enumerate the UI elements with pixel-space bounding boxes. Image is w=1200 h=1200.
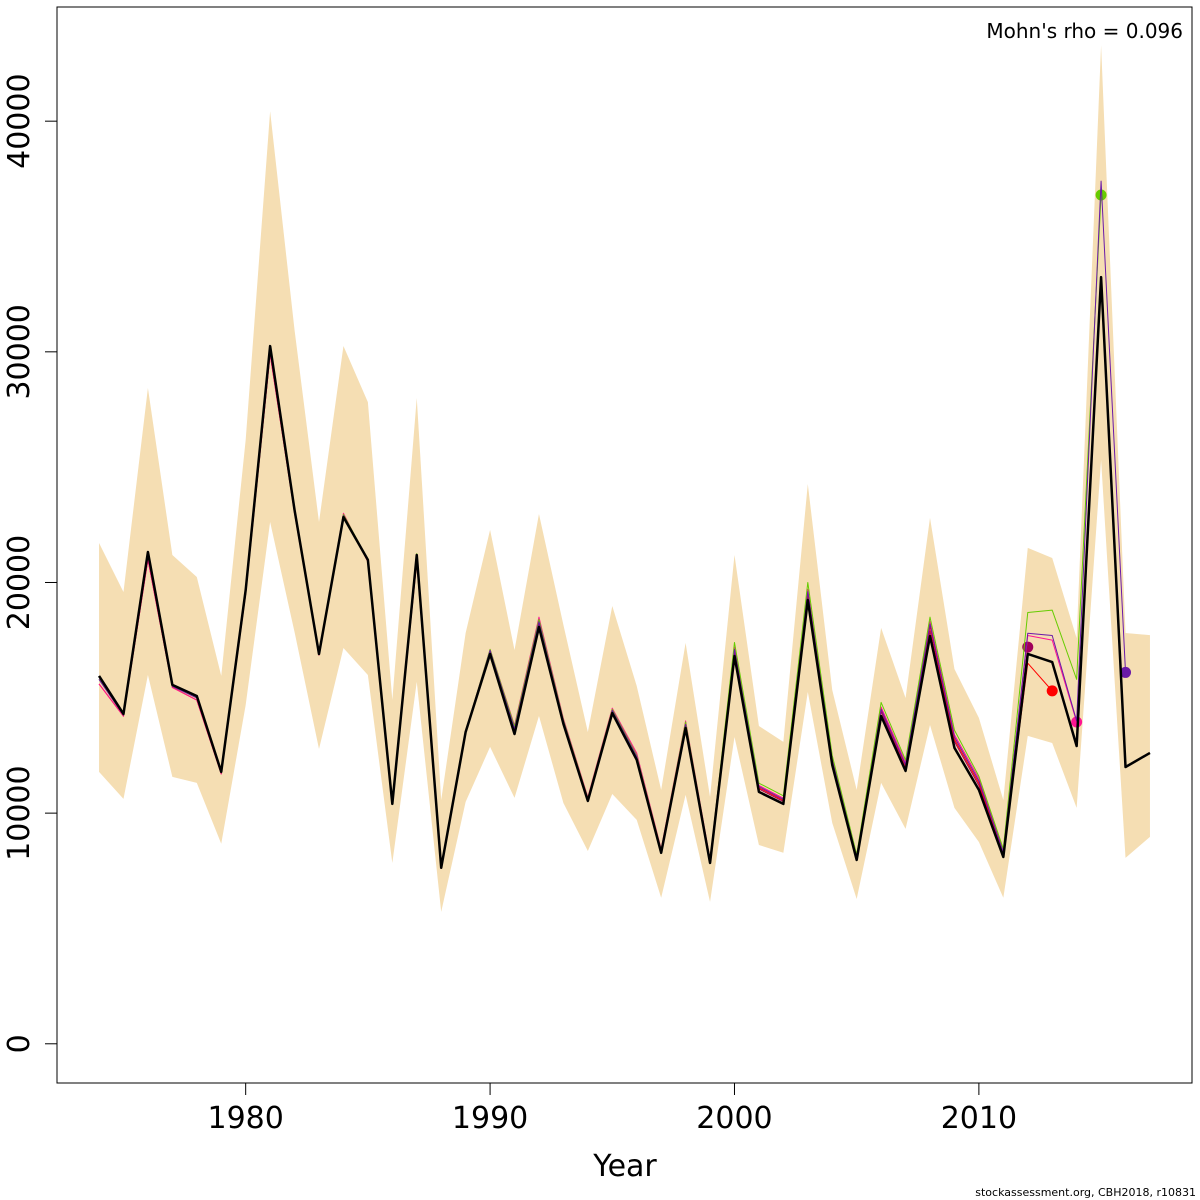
series-line	[97, 275, 1151, 870]
y-tick-label: 40000	[2, 73, 37, 168]
x-tick-label: 1980	[207, 1101, 283, 1136]
end-point	[1095, 189, 1107, 201]
x-tick-label: 2010	[941, 1101, 1017, 1136]
x-axis-label: Year	[592, 1149, 657, 1184]
y-tick-label: 0	[2, 1034, 37, 1053]
plot-frame	[56, 6, 1193, 1084]
end-point	[1046, 685, 1058, 697]
y-tick-label: 10000	[2, 765, 37, 860]
y-tick-label: 20000	[2, 535, 37, 630]
end-point	[1022, 641, 1034, 653]
x-tick-label: 1990	[452, 1101, 528, 1136]
y-tick-label: 30000	[2, 304, 37, 399]
x-tick-label: 2000	[696, 1101, 772, 1136]
footer: stockassessment.org, CBH2018, r10831	[975, 1186, 1196, 1199]
annotation: Mohn's rho = 0.096	[986, 19, 1183, 43]
confidence-band	[99, 45, 1150, 912]
end-point	[1120, 666, 1132, 678]
